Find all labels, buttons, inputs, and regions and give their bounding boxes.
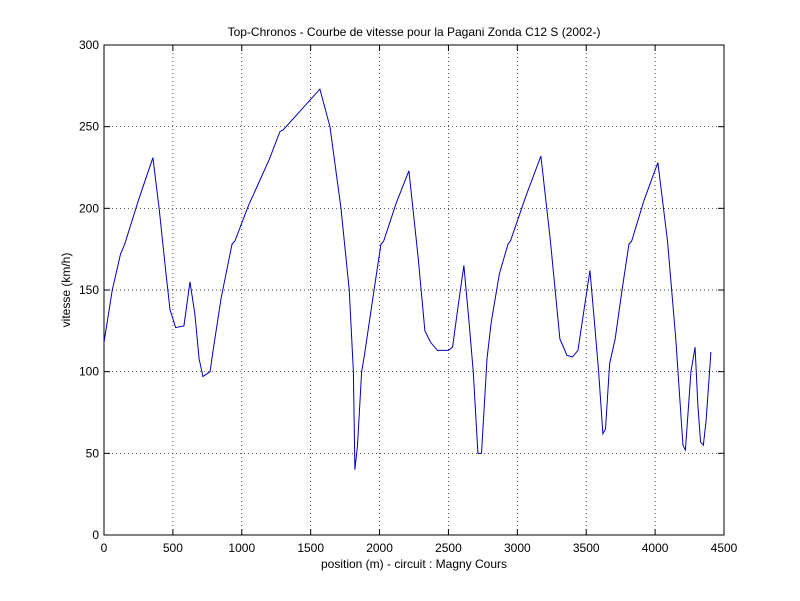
x-tick-label: 3000: [504, 541, 531, 555]
x-tick-label: 1000: [228, 541, 255, 555]
x-axis-label: position (m) - circuit : Magny Cours: [321, 557, 507, 571]
x-tick-label: 1500: [297, 541, 324, 555]
y-tick-label: 0: [92, 528, 99, 542]
chart-title: Top-Chronos - Courbe de vitesse pour la …: [228, 25, 601, 39]
y-tick-label: 200: [79, 201, 99, 215]
x-tick-label: 2500: [435, 541, 462, 555]
x-tick-label: 500: [163, 541, 183, 555]
y-tick-label: 50: [86, 446, 100, 460]
x-tick-label: 4500: [711, 541, 738, 555]
y-tick-label: 300: [79, 38, 99, 52]
x-tick-label: 3500: [573, 541, 600, 555]
y-tick-label: 150: [79, 283, 99, 297]
y-axis-label: vitesse (km/h): [59, 253, 73, 328]
x-tick-label: 4000: [642, 541, 669, 555]
y-tick-label: 100: [79, 365, 99, 379]
x-tick-label: 0: [101, 541, 108, 555]
line-series: [103, 88, 712, 470]
y-tick-label: 250: [79, 120, 99, 134]
x-tick-label: 2000: [366, 541, 393, 555]
